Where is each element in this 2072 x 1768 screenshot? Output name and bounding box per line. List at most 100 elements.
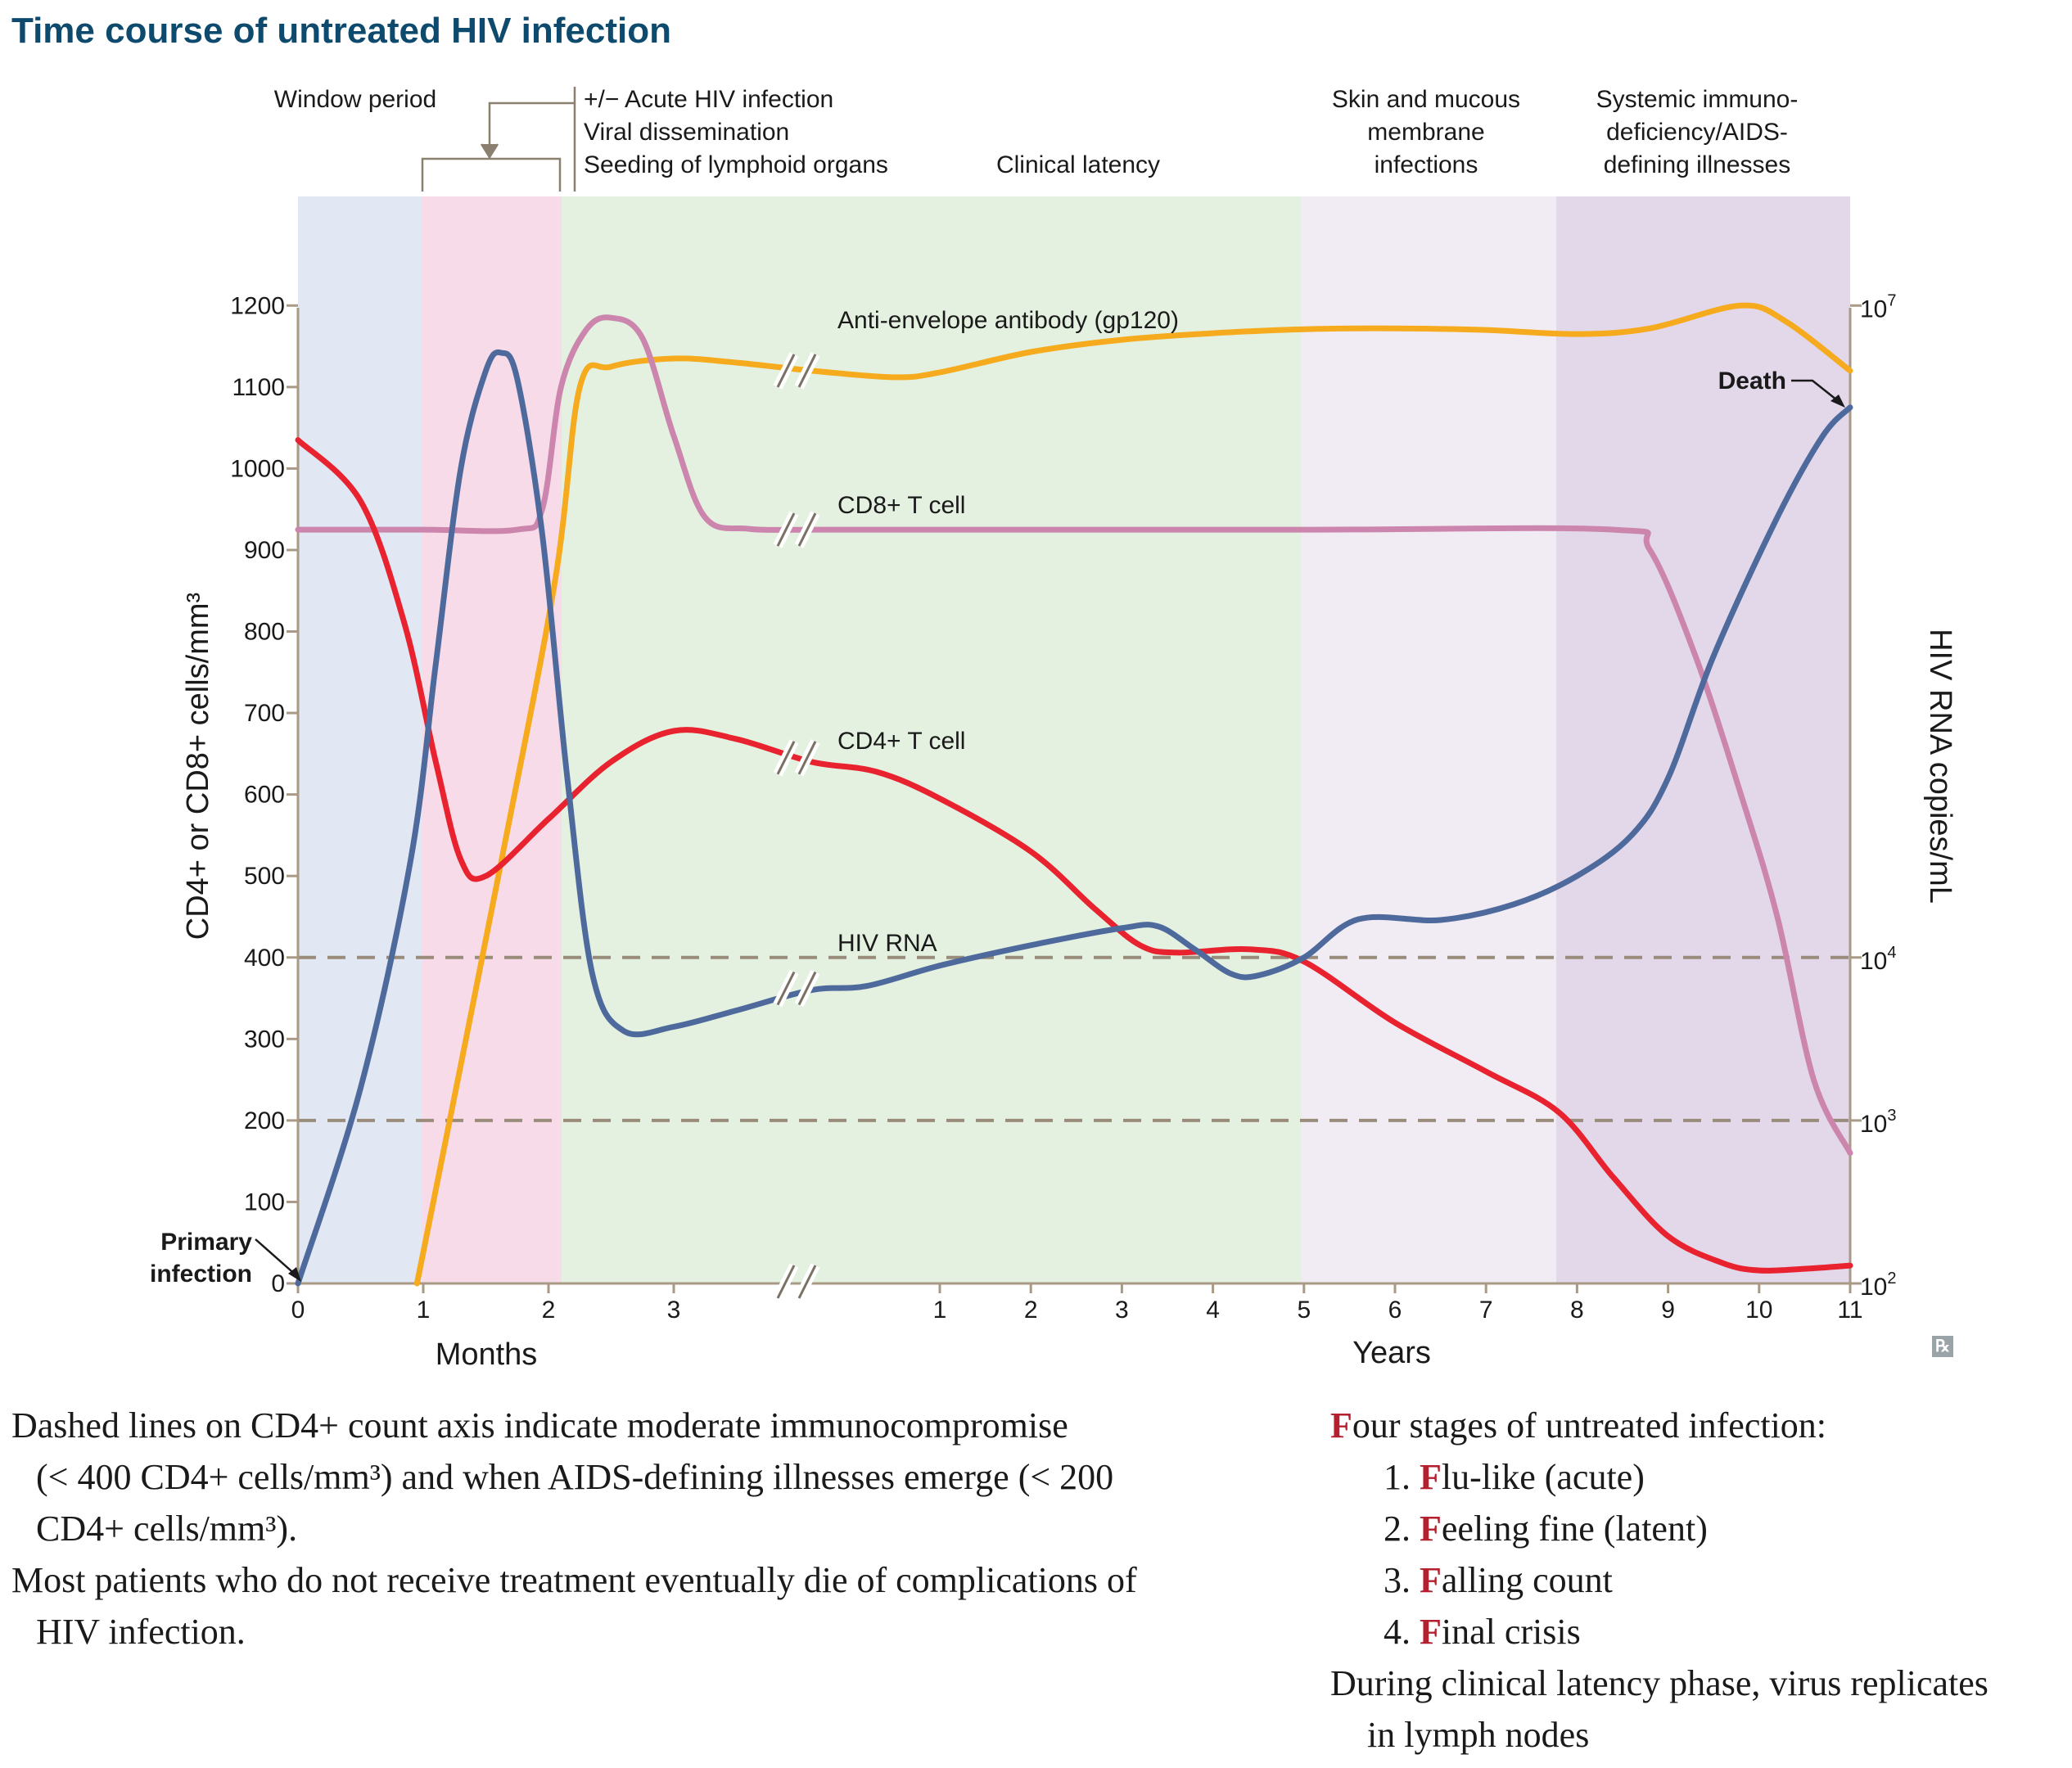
band-acute — [422, 196, 562, 1283]
axes — [287, 304, 1862, 1293]
axis-break-slash — [776, 512, 796, 547]
y-tick-label: 1200 — [230, 292, 285, 319]
x-tick-label: 5 — [1297, 1297, 1311, 1324]
y-axis-title: CD4+ or CD8+ cells/mm³ — [181, 593, 215, 940]
x-tick-label: 9 — [1661, 1297, 1675, 1324]
stage-item-initial: F — [1420, 1560, 1442, 1600]
x-tick-label: 0 — [291, 1297, 305, 1324]
caption-left-line-3: CD4+ cells/mm³). — [36, 1509, 298, 1549]
stage-label-acute-2: Viral dissemination — [584, 119, 789, 146]
stage-item-text: alling count — [1441, 1560, 1613, 1600]
rx-icon: ℞ — [1932, 1336, 1953, 1357]
x-tick-label: 6 — [1388, 1297, 1402, 1324]
series-line-antibody — [413, 302, 1853, 1287]
axis-break-slash — [797, 741, 817, 775]
axis-break-slash — [797, 512, 817, 547]
stage-label-aids-3: defining illnesses — [1604, 151, 1790, 178]
y-tick-label: 700 — [244, 700, 285, 727]
y-tick-label: 100 — [244, 1188, 285, 1216]
axis-break-slash — [776, 971, 796, 1006]
stages-intro: Four stages of untreated infection: — [1330, 1405, 1827, 1446]
x-tick-label: 2 — [542, 1297, 556, 1324]
stage-label-acute-3: Seeding of lymphoid organs — [584, 151, 888, 178]
x-tick-label: 1 — [933, 1297, 947, 1324]
stage-item-initial: F — [1420, 1509, 1442, 1549]
y-tick-label: 200 — [244, 1107, 285, 1134]
x-tick-label: 8 — [1570, 1297, 1584, 1324]
tick-labels: 0100200300400500600700800900100011001200… — [230, 291, 1896, 1324]
stage-item-3: 3. Falling count — [1330, 1554, 2067, 1606]
stage-label-skin-2: membrane — [1367, 119, 1484, 146]
death-arrow — [1791, 379, 1841, 404]
stage-label-latency: Clinical latency — [996, 151, 1160, 178]
x-axis-title-years: Years — [1352, 1336, 1431, 1370]
x-axis-title-months: Months — [436, 1337, 538, 1372]
threshold-dashed-lines — [298, 955, 1850, 1122]
y2-tick-label: 107 — [1860, 291, 1897, 322]
axis-break-slash — [797, 354, 817, 388]
stage-item-number: 1. — [1384, 1457, 1420, 1497]
stage-label-acute-1: +/− Acute HIV infection — [584, 86, 833, 113]
x-tick-label: 3 — [667, 1297, 681, 1324]
axis-break-slash — [797, 1265, 817, 1299]
y-tick-label: 300 — [244, 1026, 285, 1053]
stage-item-initial: F — [1420, 1457, 1442, 1497]
series-line-cd4 — [295, 437, 1853, 1274]
x-tick-label: 11 — [1837, 1297, 1862, 1324]
band-aids — [1556, 196, 1850, 1283]
y-tick-label: 800 — [244, 619, 285, 646]
latency-note-1: During clinical latency phase, virus rep… — [1330, 1663, 1988, 1703]
stage-item-number: 2. — [1384, 1509, 1420, 1549]
axis-break-slash — [776, 1265, 796, 1299]
acute-bracket — [421, 87, 576, 192]
axis-break-slash — [797, 971, 817, 1006]
stage-item-text: inal crisis — [1441, 1612, 1581, 1652]
stage-list: 1. Flu-like (acute) 2. Feeling fine (late… — [1330, 1451, 2067, 1658]
band-latency — [562, 196, 1302, 1283]
stage-item-text: eeling fine (latent) — [1441, 1509, 1708, 1549]
death-arrowhead — [1830, 395, 1845, 408]
caption-left-line-5: HIV infection. — [36, 1612, 246, 1652]
stage-item-initial: F — [1420, 1612, 1442, 1652]
stage-item-2: 2. Feeling fine (latent) — [1330, 1503, 2067, 1554]
y-tick-label: 500 — [244, 863, 285, 890]
caption-left-line-1: Dashed lines on CD4+ count axis indicate… — [11, 1405, 1068, 1446]
stage-item-1: 1. Flu-like (acute) — [1330, 1451, 2067, 1503]
y-tick-label: 600 — [244, 782, 285, 809]
stage-item-4: 4. Final crisis — [1330, 1606, 2067, 1658]
y2-tick-label: 102 — [1860, 1270, 1897, 1301]
y-tick-label: 1000 — [230, 455, 285, 482]
series-label-cd4: CD4+ T cell — [837, 728, 965, 755]
x-tick-label: 10 — [1745, 1297, 1772, 1324]
latency-note-2: in lymph nodes — [1367, 1715, 1590, 1755]
y-tick-label: 900 — [244, 537, 285, 564]
primary-infection-arrowhead — [288, 1267, 301, 1282]
x-tick-label: 7 — [1479, 1297, 1493, 1324]
band-skin — [1302, 196, 1556, 1283]
primary-infection-label-2: infection — [150, 1261, 252, 1288]
stage-label-skin-3: infections — [1375, 151, 1478, 178]
death-label: Death — [1718, 368, 1786, 395]
chart-title: Time course of untreated HIV infection — [11, 11, 671, 51]
x-tick-label: 4 — [1206, 1297, 1220, 1324]
y2-axis-title: HIV RNA copies/mL — [1923, 629, 1957, 904]
y-tick-label: 1100 — [232, 374, 285, 401]
stage-label-skin-1: Skin and mucous — [1332, 86, 1520, 113]
primary-infection-arrow — [255, 1238, 299, 1278]
axis-break-marks — [773, 352, 820, 1301]
series-label-antibody: Anti-envelope antibody (gp120) — [837, 307, 1179, 334]
stage-item-text: lu-like (acute) — [1441, 1457, 1645, 1497]
series-line-hiv-rna — [295, 349, 1853, 1287]
stage-label-aids-1: Systemic immuno- — [1596, 86, 1799, 113]
y2-tick-label: 103 — [1860, 1107, 1897, 1138]
stage-item-number: 3. — [1384, 1560, 1420, 1600]
y-tick-label: 0 — [271, 1270, 285, 1297]
band-window — [298, 196, 422, 1283]
stage-label-window: Window period — [274, 86, 436, 113]
stage-labels: Window period +/− Acute HIV infection Vi… — [274, 86, 1799, 178]
x-tick-label: 2 — [1024, 1297, 1038, 1324]
stage-label-aids-2: deficiency/AIDS- — [1606, 119, 1788, 146]
caption-left-line-2: (< 400 CD4+ cells/mm³) and when AIDS-def… — [36, 1457, 1114, 1497]
axis-break-slash — [776, 741, 796, 775]
axis-break-slash — [776, 354, 796, 388]
